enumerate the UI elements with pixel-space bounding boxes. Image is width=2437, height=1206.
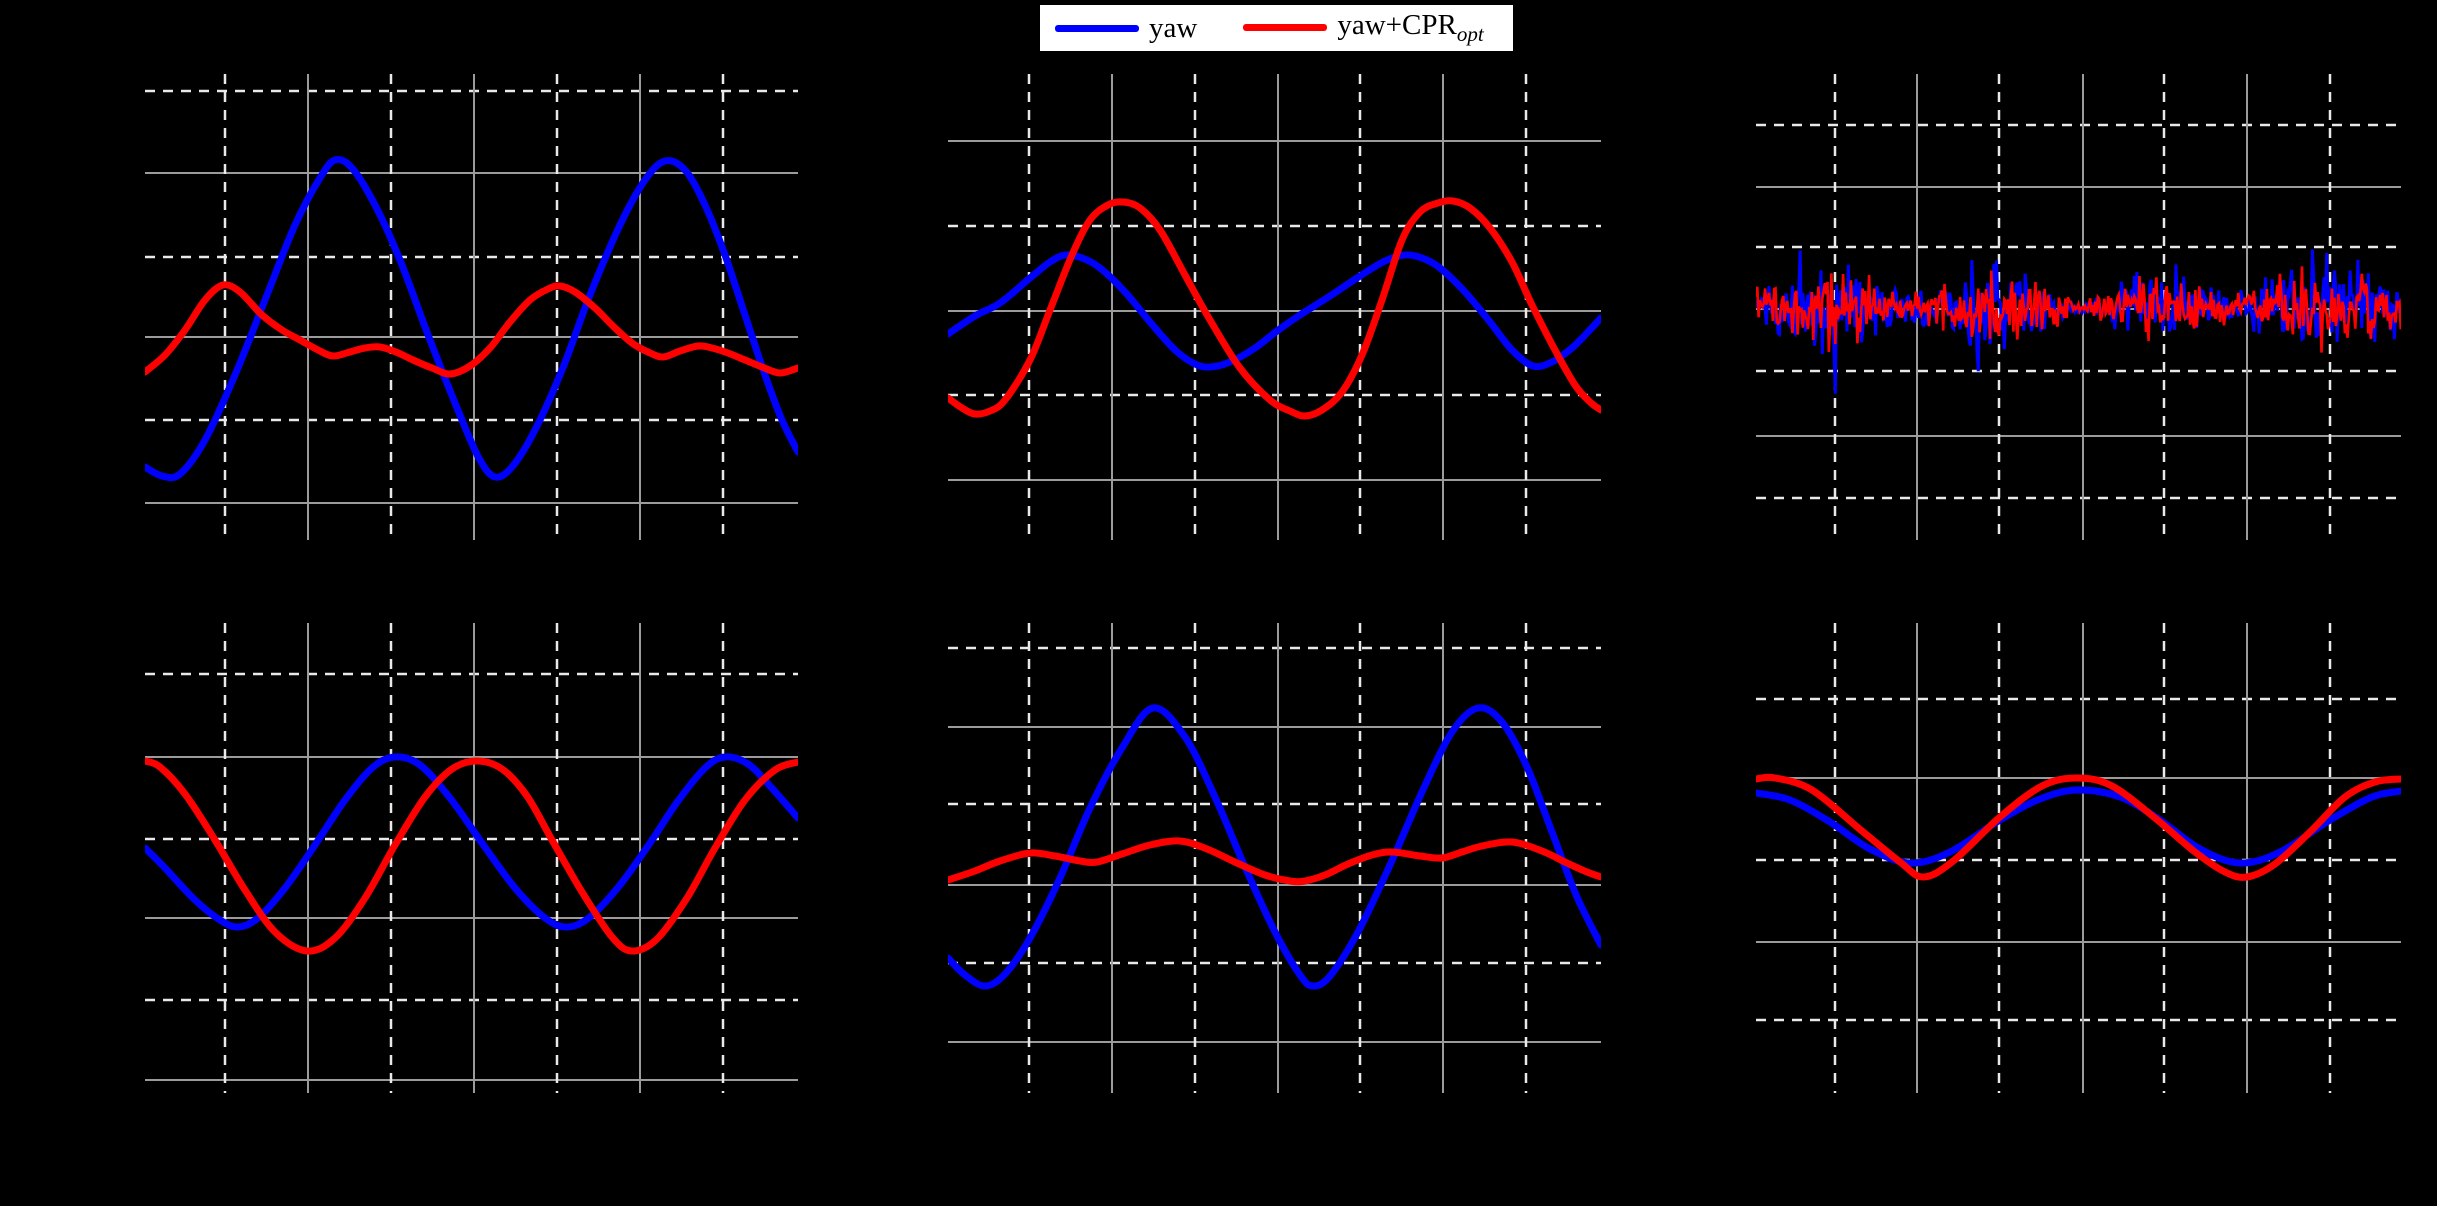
series-line-yaw xyxy=(948,251,1601,371)
legend-yaw-cpr-label-subscript: opt xyxy=(1456,21,1484,46)
legend-yaw-cpr-label: yaw+CPRopt xyxy=(1337,11,1483,45)
series-line-yaw xyxy=(145,753,798,931)
series-line-yaw-cpr xyxy=(145,281,798,378)
series-line-yaw-cpr xyxy=(145,757,798,955)
series-line-yaw-cpr xyxy=(948,837,1601,886)
series-line-yaw xyxy=(948,704,1601,990)
legend-entry-yaw: yaw xyxy=(1055,11,1198,44)
subplot-bottom-middle xyxy=(948,623,1601,1093)
subplot-top-middle xyxy=(948,74,1601,540)
legend-yaw-line-swatch xyxy=(1055,24,1139,32)
series-line-yaw-cpr xyxy=(1756,773,2401,881)
subplot-top-left xyxy=(145,74,798,540)
subplot-bottom-left xyxy=(145,623,798,1093)
series-line-yaw xyxy=(145,155,798,482)
series-line-yaw-cpr xyxy=(948,197,1601,420)
legend-yaw-cpr-line-swatch xyxy=(1243,24,1328,32)
legend: yaw yaw+CPRopt xyxy=(1038,3,1515,53)
legend-yaw-label: yaw xyxy=(1149,11,1198,44)
noise-series-yaw-cpr xyxy=(1756,266,2401,353)
legend-yaw-cpr-label-main: yaw+CPR xyxy=(1337,9,1457,42)
subplot-top-right xyxy=(1756,74,2401,540)
subplot-bottom-right xyxy=(1756,623,2401,1093)
legend-entry-yaw-cpr: yaw+CPRopt xyxy=(1243,11,1484,45)
